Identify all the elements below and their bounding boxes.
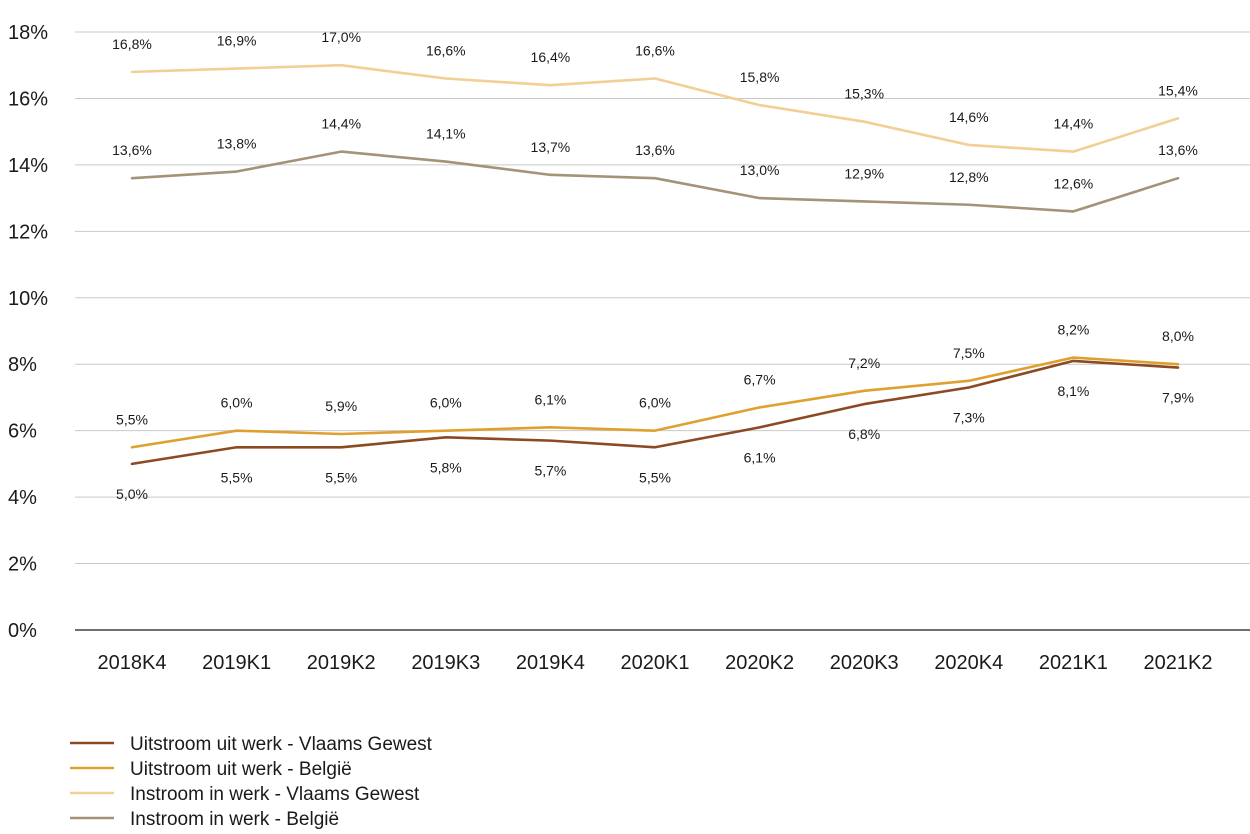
data-label: 6,0%: [430, 395, 462, 411]
data-label: 6,8%: [848, 426, 880, 442]
data-label: 13,0%: [740, 162, 780, 178]
y-tick-label: 4%: [8, 487, 37, 509]
data-label: 14,4%: [321, 116, 361, 132]
data-label: 8,2%: [1057, 322, 1089, 338]
data-label: 7,9%: [1162, 390, 1194, 406]
x-tick-label: 2018K4: [98, 652, 167, 674]
data-label: 5,8%: [430, 459, 462, 475]
data-label: 13,7%: [531, 139, 571, 155]
data-label: 5,9%: [325, 398, 357, 414]
x-tick-label: 2021K1: [1039, 652, 1108, 674]
legend-entry: Uitstroom uit werk - Vlaams Gewest: [130, 734, 433, 755]
data-label: 16,9%: [217, 33, 257, 49]
data-label: 17,0%: [321, 29, 361, 45]
data-label: 6,0%: [221, 395, 253, 411]
data-label: 7,3%: [953, 409, 985, 425]
y-tick-label: 8%: [8, 354, 37, 376]
data-label: 14,6%: [949, 109, 989, 125]
data-label: 16,8%: [112, 36, 152, 52]
x-tick-label: 2020K3: [830, 652, 899, 674]
data-label: 16,6%: [426, 43, 466, 59]
data-label: 15,4%: [1158, 82, 1198, 98]
data-label: 7,5%: [953, 345, 985, 361]
data-label: 8,0%: [1162, 328, 1194, 344]
y-tick-label: 16%: [8, 88, 48, 110]
series-line: [130, 150, 1180, 213]
data-label: 16,4%: [531, 49, 571, 65]
data-label: 5,5%: [325, 469, 357, 485]
x-tick-label: 2019K2: [307, 652, 376, 674]
legend: Uitstroom uit werk - Vlaams Gewest Uitstr…: [70, 734, 433, 830]
legend-entry: Instroom in werk - België: [130, 809, 339, 830]
data-label: 13,8%: [217, 136, 257, 152]
data-label: 13,6%: [635, 142, 675, 158]
data-label: 14,4%: [1054, 116, 1094, 132]
data-labels: 5,0% 5,5% 5,5% 5,8% 5,7% 5,5% 6,1% 6,8% 7,3% 8,1%…: [112, 29, 1198, 502]
data-label: 15,8%: [740, 69, 780, 85]
y-tick-label: 18%: [8, 22, 48, 44]
y-tick-label: 10%: [8, 288, 48, 310]
data-label: 13,6%: [112, 142, 152, 158]
data-label: 5,0%: [116, 486, 148, 502]
data-label: 5,7%: [534, 463, 566, 479]
data-label: 6,1%: [534, 391, 566, 407]
x-tick-label: 2019K1: [202, 652, 271, 674]
data-label: 8,1%: [1057, 383, 1089, 399]
data-label: 5,5%: [221, 469, 253, 485]
data-label: 12,6%: [1054, 175, 1094, 191]
y-tick-label: 14%: [8, 155, 48, 177]
data-label: 6,1%: [744, 449, 776, 465]
legend-entry: Instroom in werk - Vlaams Gewest: [130, 784, 420, 805]
x-tick-label: 2020K4: [934, 652, 1003, 674]
data-label: 7,2%: [848, 355, 880, 371]
data-label: 12,9%: [844, 165, 884, 181]
data-label: 13,6%: [1158, 142, 1198, 158]
y-tick-label: 6%: [8, 421, 37, 443]
data-label: 15,3%: [844, 86, 884, 102]
series-line: [130, 359, 1180, 466]
x-tick-label: 2019K3: [411, 652, 480, 674]
x-tick-label: 2020K2: [725, 652, 794, 674]
x-axis: 2018K4 2019K1 2019K2 2019K3 2019K4 2020K1 2020…: [98, 652, 1213, 674]
legend-entry: Uitstroom uit werk - België: [130, 759, 352, 780]
data-label: 6,7%: [744, 371, 776, 387]
x-tick-label: 2019K4: [516, 652, 585, 674]
y-tick-label: 2%: [8, 554, 37, 576]
data-label: 5,5%: [116, 411, 148, 427]
data-label: 14,1%: [426, 126, 466, 142]
x-tick-label: 2020K1: [621, 652, 690, 674]
data-label: 12,8%: [949, 169, 989, 185]
series-lines: [130, 63, 1180, 466]
data-label: 16,6%: [635, 43, 675, 59]
x-tick-label: 2021K2: [1144, 652, 1213, 674]
series-line: [130, 63, 1180, 153]
y-axis: 0% 2% 4% 6% 8% 10% 12% 14% 16% 18%: [8, 22, 48, 642]
y-tick-label: 0%: [8, 620, 37, 642]
y-tick-label: 12%: [8, 221, 48, 243]
data-label: 6,0%: [639, 395, 671, 411]
data-label: 5,5%: [639, 469, 671, 485]
